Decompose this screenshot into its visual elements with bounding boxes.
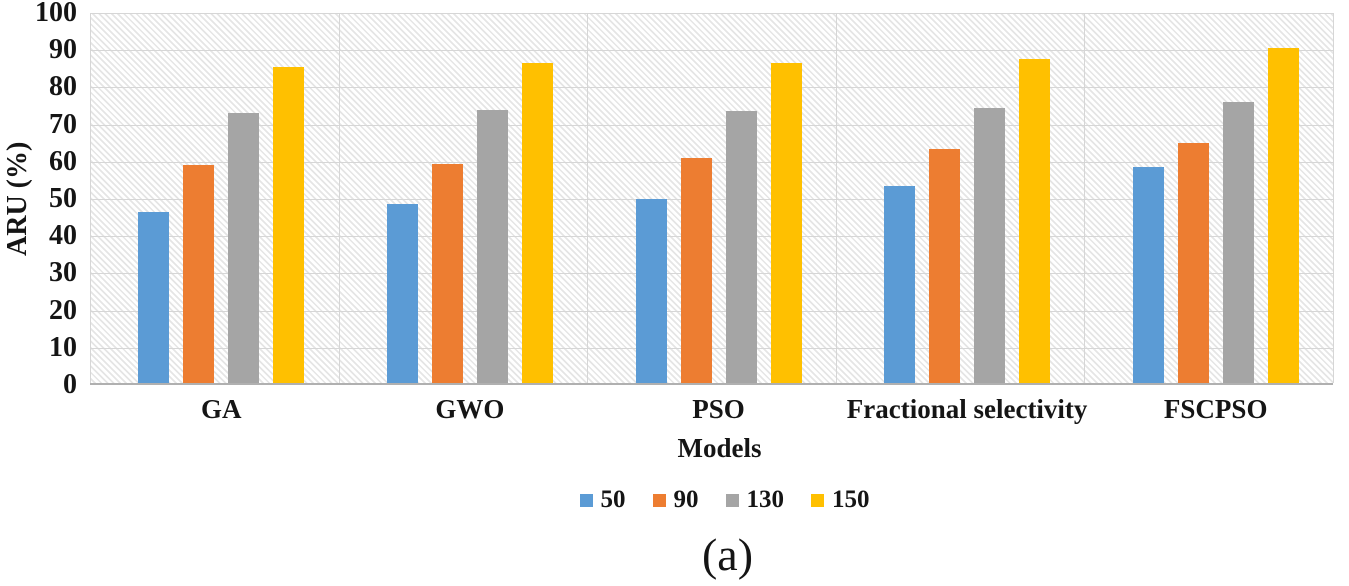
y-tick-label: 20 bbox=[49, 294, 77, 326]
x-axis-tick-labels: GA GWO PSO Fractional selectivity FSCPSO bbox=[90, 394, 1333, 428]
legend-swatch-150 bbox=[811, 493, 824, 507]
horizontal-gridline bbox=[90, 236, 1333, 238]
bar-PSO-90 bbox=[680, 157, 712, 383]
figure-caption: (a) bbox=[701, 529, 754, 580]
bar-GWO-150 bbox=[521, 63, 553, 383]
bar-PSO-150 bbox=[770, 63, 802, 383]
y-tick-label: 80 bbox=[49, 71, 77, 103]
category-separator-gridline bbox=[835, 13, 837, 383]
horizontal-gridline bbox=[90, 310, 1333, 312]
horizontal-gridline bbox=[90, 199, 1333, 200]
horizontal-gridline bbox=[90, 124, 1333, 126]
y-tick-label: 60 bbox=[49, 145, 77, 177]
bar-FSCPSO-90 bbox=[1177, 143, 1209, 383]
bar-GWO-130 bbox=[476, 109, 508, 383]
bar-GA-150 bbox=[273, 66, 305, 383]
horizontal-gridline bbox=[90, 87, 1333, 89]
legend-swatch-50 bbox=[579, 493, 593, 507]
category-separator-gridline bbox=[90, 13, 91, 383]
legend-item: 90 bbox=[652, 486, 699, 513]
bar-Fractional selectivity-150 bbox=[1019, 59, 1051, 383]
y-tick-label: 100 bbox=[35, 0, 77, 28]
x-tick-label: GA bbox=[201, 394, 242, 424]
x-tick-label: FSCPSO bbox=[1163, 394, 1268, 424]
y-tick-label: 40 bbox=[49, 220, 77, 252]
legend-label: 50 bbox=[600, 486, 626, 513]
bar-GA-50 bbox=[138, 211, 170, 383]
legend-swatch-90 bbox=[652, 493, 666, 507]
bar-PSO-130 bbox=[725, 111, 757, 383]
y-tick-label: 0 bbox=[63, 369, 77, 400]
y-tick-label: 50 bbox=[49, 183, 77, 214]
x-axis-title: Models bbox=[677, 433, 762, 463]
horizontal-gridline bbox=[90, 273, 1333, 275]
bar-PSO-50 bbox=[635, 198, 667, 383]
horizontal-gridline bbox=[90, 347, 1333, 349]
y-tick-label: 30 bbox=[49, 257, 77, 289]
legend-label: 150 bbox=[832, 486, 870, 513]
bar-GA-90 bbox=[183, 165, 215, 383]
category-separator-gridline bbox=[587, 13, 589, 383]
y-tick-label: 70 bbox=[49, 108, 77, 140]
horizontal-gridline bbox=[90, 161, 1333, 163]
legend-item: 50 bbox=[579, 486, 626, 513]
x-tick-label: GWO bbox=[435, 394, 505, 424]
y-axis-tick-labels: 0 10 20 30 40 50 60 70 80 90 100 bbox=[0, 0, 77, 586]
bar-FSCPSO-50 bbox=[1132, 167, 1164, 383]
bar-GWO-50 bbox=[386, 204, 418, 383]
legend-label: 130 bbox=[746, 486, 785, 513]
x-tick-label: PSO bbox=[692, 394, 745, 424]
legend-item: 130 bbox=[725, 486, 785, 513]
legend-item: 150 bbox=[811, 487, 870, 513]
bar-GWO-90 bbox=[431, 163, 463, 383]
legend-swatch-130 bbox=[725, 493, 739, 507]
legend-label: 90 bbox=[673, 486, 699, 513]
bar-Fractional selectivity-90 bbox=[929, 148, 961, 383]
bar-FSCPSO-130 bbox=[1222, 102, 1254, 383]
horizontal-gridline bbox=[90, 50, 1333, 52]
category-separator-gridline bbox=[1333, 13, 1334, 383]
category-separator-gridline bbox=[1084, 13, 1086, 383]
bar-Fractional selectivity-130 bbox=[974, 107, 1006, 383]
y-tick-label: 10 bbox=[49, 331, 77, 363]
x-tick-label: Fractional selectivity bbox=[846, 394, 1088, 424]
plot-area bbox=[90, 13, 1334, 385]
category-separator-gridline bbox=[338, 13, 340, 383]
bar-FSCPSO-150 bbox=[1267, 48, 1299, 383]
bar-Fractional selectivity-50 bbox=[884, 185, 916, 383]
bar-GA-130 bbox=[228, 113, 260, 383]
y-tick-label: 90 bbox=[49, 34, 77, 66]
legend: 50 90 130 150 bbox=[90, 485, 1333, 515]
horizontal-gridline bbox=[90, 13, 1333, 14]
